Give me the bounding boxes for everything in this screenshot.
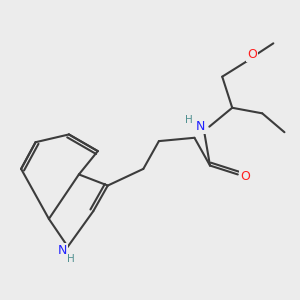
Text: N: N bbox=[195, 119, 205, 133]
Text: O: O bbox=[240, 169, 250, 183]
Text: H: H bbox=[185, 115, 193, 125]
Text: H: H bbox=[67, 254, 75, 264]
Text: O: O bbox=[247, 47, 257, 61]
Text: N: N bbox=[58, 244, 68, 256]
